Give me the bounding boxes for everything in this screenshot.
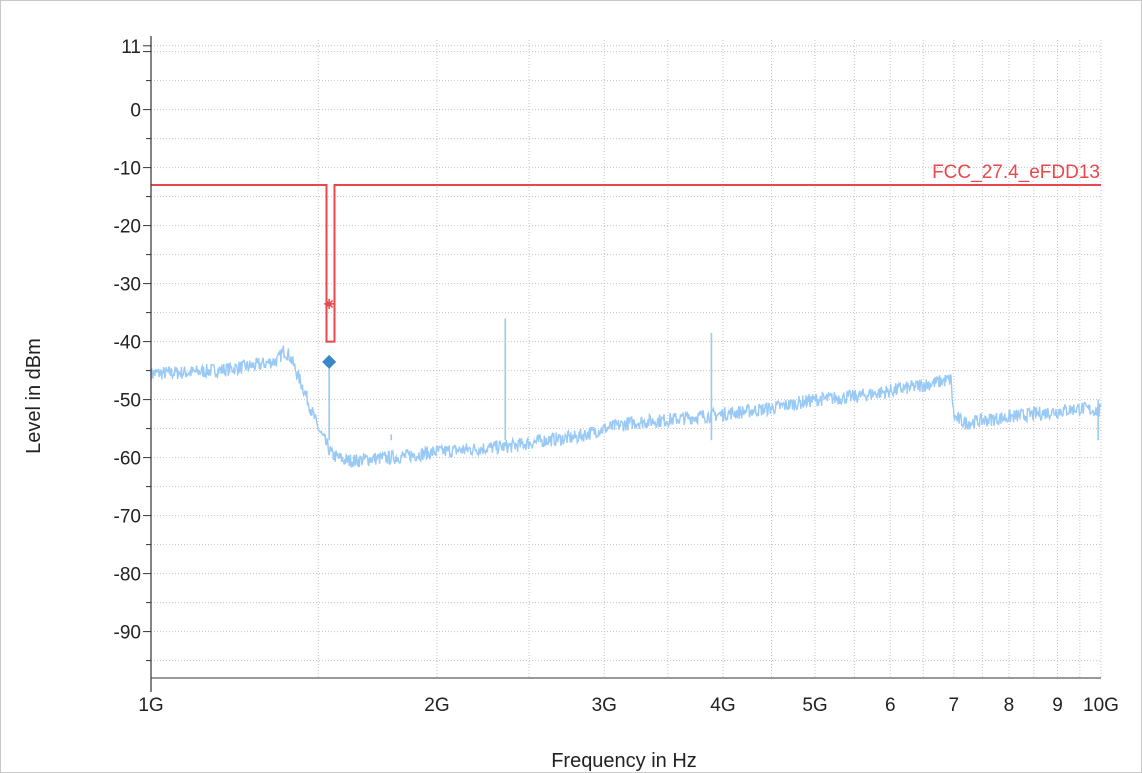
x-tick-label: 3G [592, 695, 617, 716]
x-tick-label: 6 [885, 695, 896, 716]
y-tick-label: -40 [114, 333, 141, 354]
y-tick-label: -30 [114, 275, 141, 296]
asterisk-stroke [325, 299, 334, 308]
x-tick-label: 9 [1052, 695, 1063, 716]
y-axis-title: Level in dBm [23, 338, 45, 454]
x-axis-title: Frequency in Hz [551, 750, 697, 772]
measurement-trace [150, 345, 1102, 468]
x-tick-label: 4G [710, 695, 735, 716]
y-tick-label: 11 [121, 37, 141, 58]
y-tick-label: 0 [130, 101, 141, 122]
y-tick-label: -90 [114, 623, 141, 644]
y-tick-label: -20 [114, 217, 141, 238]
y-tick-label: -70 [114, 507, 141, 528]
limit-line-layer: FCC_27.4_eFDD13 [151, 162, 1101, 343]
x-tick-label: 7 [949, 695, 960, 716]
final-marker-asterisk [324, 298, 335, 309]
limit-line [151, 184, 1101, 343]
x-tick-label: 2G [424, 695, 449, 716]
limit-line-label: FCC_27.4_eFDD13 [932, 162, 1100, 183]
y-tick-label: -50 [114, 391, 141, 412]
x-tick-label: 10G [1083, 695, 1119, 716]
peak-marker-diamond [322, 354, 337, 369]
x-tick-label: 1G [138, 695, 163, 716]
y-tick-label: -10 [114, 159, 141, 180]
measurement-trace-line [150, 345, 1102, 468]
y-tick-label: -60 [114, 449, 141, 470]
grid [150, 40, 1102, 678]
axes [143, 36, 1101, 692]
marker-layer [322, 298, 337, 369]
tick-labels: 11 0 -10 -20 -30 -40 -50 -60 -70 -80 -90 1G 2G 3G 4G 5G… [114, 37, 1119, 716]
x-tick-label: 8 [1004, 695, 1015, 716]
spike-layer [328, 318, 1099, 441]
x-tick-label: 5G [802, 695, 827, 716]
y-tick-label: -80 [114, 565, 141, 586]
